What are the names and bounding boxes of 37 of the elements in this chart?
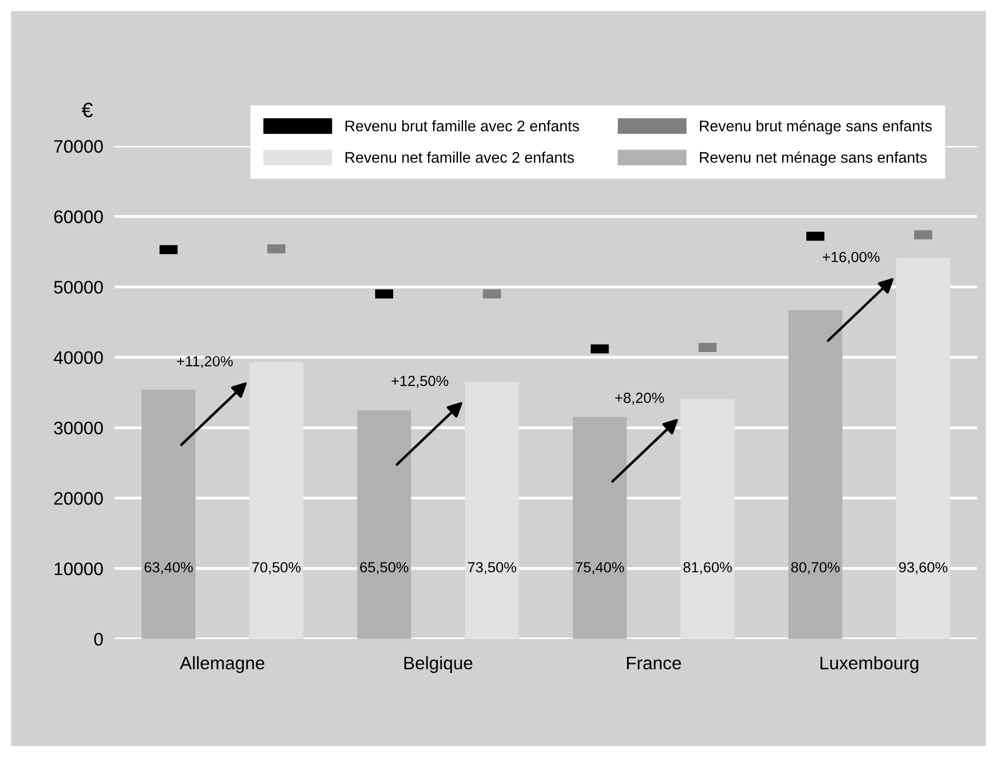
legend-label: Revenu net ménage sans enfants (700, 151, 927, 166)
bar (788, 310, 842, 639)
text: Allemagne (180, 656, 264, 673)
bar (680, 398, 735, 639)
text: France (627, 656, 681, 670)
y-tick-label: 10000 (54, 562, 103, 576)
legend-label: Revenu brut famille avec 2 enfants (346, 120, 580, 132)
y-tick-label: 50000 (54, 280, 103, 294)
annotation: 73,50% (468, 562, 516, 574)
legend-label: Revenu brut ménage sans enfants (700, 120, 932, 134)
annotation: +8,20% (615, 392, 664, 405)
text: Belgique (404, 656, 472, 673)
annotation: 81,60% (683, 562, 732, 574)
y-tick-label: 20000 (54, 492, 103, 505)
y-tick-label: 70000 (54, 140, 103, 153)
y-tick-label: 60000 (54, 210, 103, 224)
bar (249, 362, 304, 639)
y-axis-title: € (82, 102, 93, 118)
bar (465, 382, 519, 639)
annotation: 93,60% (899, 562, 948, 574)
annotation: +11,20% (177, 356, 233, 368)
bar (142, 390, 196, 639)
y-tick-label: 30000 (54, 422, 103, 434)
annotation: 70,50% (252, 562, 301, 574)
annotation: +12,50% (392, 376, 448, 388)
bar (572, 417, 627, 639)
bar (896, 258, 950, 639)
annotation: 65,50% (360, 562, 408, 574)
annotation: 63,40% (144, 562, 193, 574)
annotation: 80,70% (791, 562, 840, 574)
text: Luxembourg (820, 656, 918, 673)
y-tick-label: 0 (94, 632, 103, 646)
annotation: +16,00% (822, 252, 880, 264)
annotation: 75,40% (576, 562, 624, 574)
legend-label: Revenu net famille avec 2 enfants (346, 152, 574, 163)
y-tick-label: 40000 (54, 351, 103, 364)
bar (357, 410, 412, 639)
